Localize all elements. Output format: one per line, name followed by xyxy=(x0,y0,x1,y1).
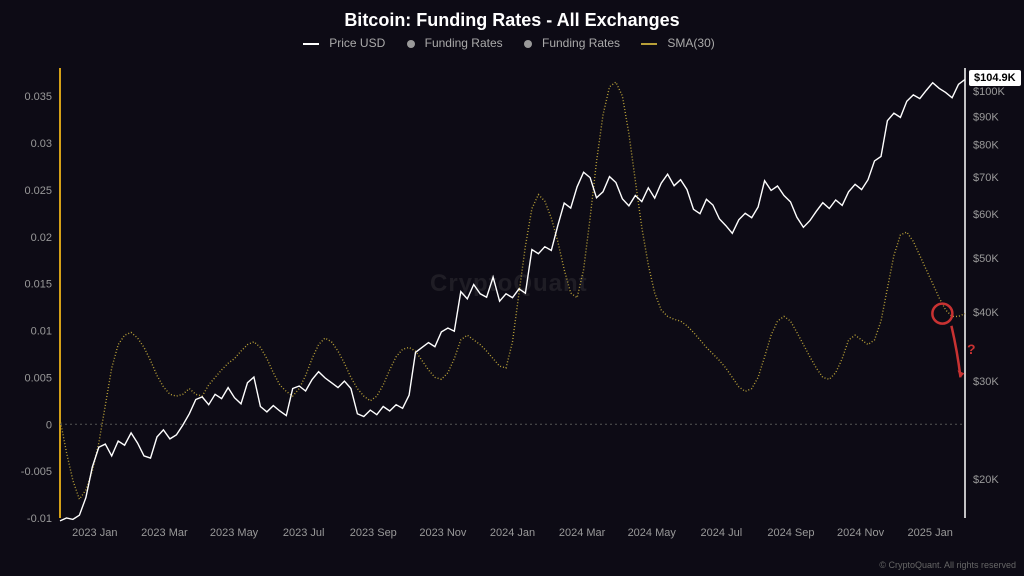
svg-text:$70K: $70K xyxy=(973,172,999,184)
svg-text:2024 Mar: 2024 Mar xyxy=(559,527,606,539)
svg-text:0: 0 xyxy=(46,419,52,431)
svg-text:2025 Jan: 2025 Jan xyxy=(908,527,953,539)
svg-text:0.035: 0.035 xyxy=(24,91,52,103)
svg-text:2023 Jul: 2023 Jul xyxy=(283,527,325,539)
svg-text:2023 Sep: 2023 Sep xyxy=(350,527,397,539)
svg-text:?: ? xyxy=(967,341,976,357)
svg-text:-0.005: -0.005 xyxy=(21,466,52,478)
price-badge: $104.9K xyxy=(969,70,1021,86)
svg-text:2024 Jul: 2024 Jul xyxy=(701,527,743,539)
svg-text:0.005: 0.005 xyxy=(24,372,52,384)
svg-text:0.025: 0.025 xyxy=(24,185,52,197)
chart-canvas: -0.01 -0.005 0 0.005 0.01 0.015 0.02 0.025 0.03 0… xyxy=(0,0,1024,576)
svg-text:0.02: 0.02 xyxy=(31,232,52,244)
svg-text:$60K: $60K xyxy=(973,209,999,221)
svg-text:$40K: $40K xyxy=(973,307,999,319)
svg-text:$50K: $50K xyxy=(973,253,999,265)
svg-text:0.01: 0.01 xyxy=(31,326,52,338)
svg-text:2024 Nov: 2024 Nov xyxy=(837,527,885,539)
svg-text:-0.01: -0.01 xyxy=(27,513,52,525)
copyright: © CryptoQuant. All rights reserved xyxy=(879,560,1016,570)
svg-text:2024 Sep: 2024 Sep xyxy=(767,527,814,539)
svg-text:2023 Nov: 2023 Nov xyxy=(419,527,467,539)
svg-text:$100K: $100K xyxy=(973,86,1005,98)
svg-text:0.03: 0.03 xyxy=(31,138,52,150)
svg-text:2024 Jan: 2024 Jan xyxy=(490,527,535,539)
svg-text:$80K: $80K xyxy=(973,140,999,152)
svg-text:$90K: $90K xyxy=(973,111,999,123)
svg-text:2023 Mar: 2023 Mar xyxy=(141,527,188,539)
svg-text:2023 May: 2023 May xyxy=(210,527,259,539)
svg-text:$20K: $20K xyxy=(973,474,999,486)
svg-text:0.015: 0.015 xyxy=(24,279,52,291)
svg-text:$30K: $30K xyxy=(973,376,999,388)
svg-text:2024 May: 2024 May xyxy=(628,527,677,539)
svg-text:2023 Jan: 2023 Jan xyxy=(72,527,117,539)
